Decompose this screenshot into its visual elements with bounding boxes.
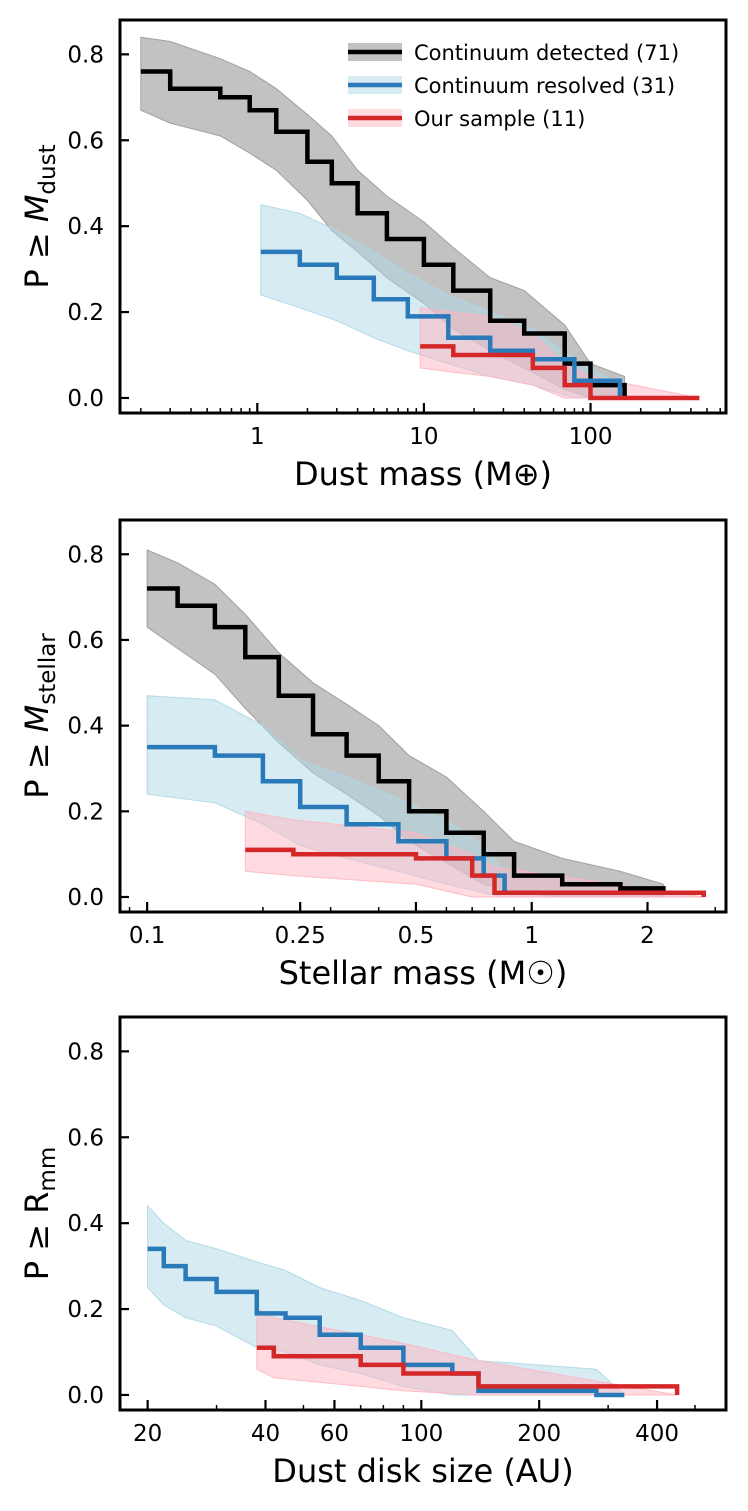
x-tick-label: 100	[399, 1421, 443, 1447]
panel-dust-disk-size: 0.0 0.2 0.4 0.6 0.8 20 40 60 100 200 400 Dust disk …	[18, 1015, 728, 1490]
x-tick-label: 10	[409, 424, 438, 450]
legend-label-detected: Continuum detected (71)	[414, 41, 679, 65]
y-tick-label: 0.2	[67, 799, 104, 825]
x-tick-label: 1	[250, 424, 265, 450]
x-tick-label: 0.1	[129, 923, 166, 949]
x-tick-label: 20	[133, 1421, 162, 1447]
y-label-main: P ≥	[18, 732, 56, 798]
x-tick-label: 0.25	[275, 923, 326, 949]
y-label-variable: R	[18, 1192, 56, 1214]
line-resolved	[147, 744, 706, 897]
y-tick-label: 0.6	[67, 128, 104, 154]
y-tick-label: 0.8	[67, 542, 104, 568]
y-label-subscript: dust	[35, 144, 61, 194]
x-tick-label: 1	[524, 923, 539, 949]
y-axis-label: P ≥ Mdust	[18, 144, 61, 288]
axes-frame	[118, 1015, 728, 1412]
y-tick-label: 0.6	[67, 1125, 104, 1151]
y-label-subscript: mm	[35, 1147, 61, 1192]
y-tick-label: 0.2	[67, 1297, 104, 1323]
y-axis-label: P ≥ Rmm	[18, 1147, 61, 1281]
x-tick-label: 200	[517, 1421, 561, 1447]
line-resolved	[260, 249, 623, 398]
line-sample	[245, 847, 706, 897]
y-tick-label: 0.4	[67, 714, 104, 740]
line-sample	[256, 1345, 680, 1395]
x-tick-label: 100	[569, 424, 613, 450]
y-label-variable: M	[18, 705, 56, 733]
y-tick-label: 0.8	[67, 42, 104, 68]
x-tick-label: 40	[251, 1421, 280, 1447]
y-tick-label: 0.4	[67, 1211, 104, 1237]
y-axis-label: P ≥ Mstellar	[18, 633, 61, 799]
y-label-variable: M	[18, 195, 56, 223]
y-label-main: P ≥	[18, 1214, 56, 1280]
panel-stellar-mass: 0.0 0.2 0.4 0.6 0.8 0.1 0.25 0.5 1 2 Stellar mass …	[18, 518, 728, 992]
legend-label-resolved: Continuum resolved (31)	[414, 74, 675, 98]
y-label-main: P ≥	[18, 222, 56, 288]
y-tick-label: 0.0	[67, 386, 104, 412]
line-detected	[140, 69, 627, 398]
line-detected	[147, 586, 666, 893]
axes-frame	[118, 518, 728, 914]
x-tick-label: 60	[320, 1421, 349, 1447]
x-tick-label: 400	[635, 1421, 679, 1447]
x-axis-label: Dust mass (M⊕)	[294, 455, 552, 493]
y-label-subscript: stellar	[35, 633, 61, 705]
y-tick-label: 0.2	[67, 300, 104, 326]
y-tick-label: 0.0	[67, 885, 104, 911]
x-tick-label: 0.5	[398, 923, 435, 949]
y-tick-label: 0.0	[67, 1383, 104, 1409]
line-sample	[420, 344, 700, 401]
y-tick-label: 0.4	[67, 214, 104, 240]
y-tick-label: 0.6	[67, 628, 104, 654]
panel-dust-mass: 0.0 0.2 0.4 0.6 0.8 1 10 100 Dust mass (M⊕) P ≥ M…	[18, 18, 728, 493]
x-axis-label: Stellar mass (M☉)	[279, 954, 568, 992]
legend-label-sample: Our sample (11)	[414, 107, 585, 131]
x-axis-label: Dust disk size (AU)	[272, 1452, 573, 1490]
band-sample	[244, 810, 704, 898]
x-tick-label: 2	[640, 923, 655, 949]
y-tick-label: 0.8	[67, 1039, 104, 1065]
band-sample	[256, 1308, 678, 1396]
